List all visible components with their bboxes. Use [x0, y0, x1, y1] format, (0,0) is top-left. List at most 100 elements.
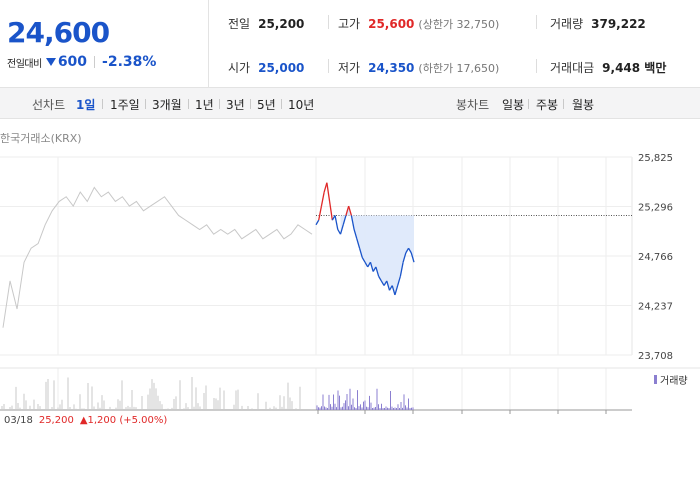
period-10y[interactable]: 10년 [288, 98, 315, 112]
volume-bars [1, 376, 414, 410]
y-tick-label: 25,296 [638, 203, 673, 214]
today-line-segment [364, 261, 369, 268]
change-label: 전일대비 [7, 58, 42, 70]
prev-day-change: ▲1,200 (+5.00%) [79, 415, 168, 426]
today-line-segment [383, 280, 388, 286]
y-tick-label: 24,766 [638, 252, 673, 263]
today-line-segment [318, 205, 323, 221]
today-line-segment [407, 247, 412, 254]
prev-close-label: 전일 [228, 17, 251, 31]
volume-swatch [654, 375, 657, 384]
today-line-segment [348, 205, 353, 216]
today-line-segment [326, 182, 331, 202]
candle-monthly[interactable]: 월봉 [572, 98, 595, 112]
low-value: 24,350 [368, 61, 415, 75]
today-line-segment [397, 276, 402, 286]
divider [250, 99, 251, 109]
volume-legend-label: 거래량 [660, 376, 688, 387]
today-line-segment [380, 280, 385, 286]
open-value: 25,000 [258, 61, 305, 75]
period-1d[interactable]: 1일 [76, 98, 96, 112]
high-label: 고가 [338, 17, 361, 31]
open: 시가 25,000 [228, 59, 304, 76]
today-line-segment [375, 266, 380, 277]
today-line-segment [378, 275, 382, 282]
prev-day-date: 03/18 [4, 415, 33, 426]
today-line-segment [394, 285, 399, 296]
today-line-segment [361, 257, 366, 263]
today-line-segment [353, 229, 358, 240]
current-price-box: 24,600 전일대비 600 -2.38% [0, 0, 209, 88]
candle-weekly[interactable]: 주봉 [536, 98, 559, 112]
chart-grid [0, 156, 700, 411]
y-tick-label: 25,825 [638, 153, 673, 164]
stats-grid: 전일 25,200 고가 25,600 (상한가 32,750) 거래량 379… [210, 0, 700, 88]
y-tick-label: 24,237 [638, 302, 673, 313]
divider [328, 15, 329, 29]
period-1y[interactable]: 1년 [195, 98, 214, 112]
previous-day-line [2, 186, 313, 328]
volume: 거래량 379,222 [550, 15, 646, 32]
today-line-segment [402, 252, 407, 263]
lower-limit: (하한가 17,650) [418, 62, 500, 75]
divider [536, 59, 537, 73]
today-line-segment [410, 252, 415, 263]
quote-panel: 24,600 전일대비 600 -2.38% 전일 25,200 고가 25,6… [0, 0, 700, 88]
divider [145, 99, 146, 109]
change-rate: -2.38% [102, 54, 157, 70]
candle-daily[interactable]: 일봉 [502, 98, 525, 112]
today-line-segment [369, 262, 374, 272]
divider [528, 99, 529, 109]
today-line-segment [356, 238, 361, 249]
divider [94, 56, 96, 68]
trade-amount: 거래대금 9,448 백만 [550, 59, 666, 76]
volume-label: 거래량 [550, 17, 584, 31]
divider [219, 99, 220, 109]
low: 저가 24,350 (하한가 17,650) [338, 59, 499, 76]
prev-close: 전일 25,200 [228, 15, 304, 32]
prev-close-value: 25,200 [258, 17, 305, 31]
today-line-segment [328, 201, 333, 221]
today-line-segment [367, 261, 372, 268]
candle-chart-label: 봉차트 [456, 98, 490, 112]
today-line-segment [391, 285, 396, 296]
amount-value: 9,448 백만 [602, 61, 667, 75]
today-line-segment [315, 219, 320, 226]
today-line-segment [388, 285, 393, 291]
prev-day-price: 25,200 [38, 415, 74, 426]
today-line-segment [345, 205, 350, 216]
volume-value: 379,222 [591, 17, 646, 31]
volume-legend: 거래량 [654, 372, 688, 387]
today-line-segment [350, 215, 355, 230]
chart-ticks: 25,82525,29624,76624,23723,70803/1910:00… [317, 153, 673, 414]
today-line-segment [337, 229, 342, 235]
today-line-segment [323, 182, 328, 193]
high-value: 25,600 [368, 17, 415, 31]
y-tick-label: 23,708 [638, 351, 673, 362]
upper-limit: (상한가 32,750) [418, 18, 500, 31]
low-label: 저가 [338, 61, 361, 75]
down-triangle-icon [45, 58, 56, 66]
line-chart-label: 선차트 [32, 98, 66, 112]
change-value: 600 [57, 54, 88, 70]
period-5y[interactable]: 5년 [257, 98, 276, 112]
below-reference-fill [340, 206, 414, 295]
today-line-segment [399, 262, 404, 277]
today-line-segment [320, 191, 325, 207]
price-chart[interactable]: 25,82525,29624,76624,23723,70803/1910:00… [0, 140, 700, 415]
period-3y[interactable]: 3년 [226, 98, 245, 112]
prev-day-summary: 03/18 25,200 ▲1,200 (+5.00%) [4, 415, 167, 426]
divider [536, 15, 537, 29]
chart-toolbar: 선차트 1일 1주일 3개월 1년 3년 5년 10년 봉차트 일봉 주봉 월봉 [0, 88, 700, 119]
today-line-segment [372, 266, 377, 272]
today-line-segment [358, 248, 363, 258]
amount-label: 거래대금 [550, 61, 595, 75]
today-line-segment [339, 224, 344, 235]
today-line-segment [342, 215, 347, 225]
current-price: 24,600 [7, 16, 110, 49]
period-3m[interactable]: 3개월 [152, 98, 182, 112]
period-1w[interactable]: 1주일 [110, 98, 140, 112]
divider [188, 99, 189, 109]
divider [281, 99, 282, 109]
chart-series [2, 182, 632, 328]
